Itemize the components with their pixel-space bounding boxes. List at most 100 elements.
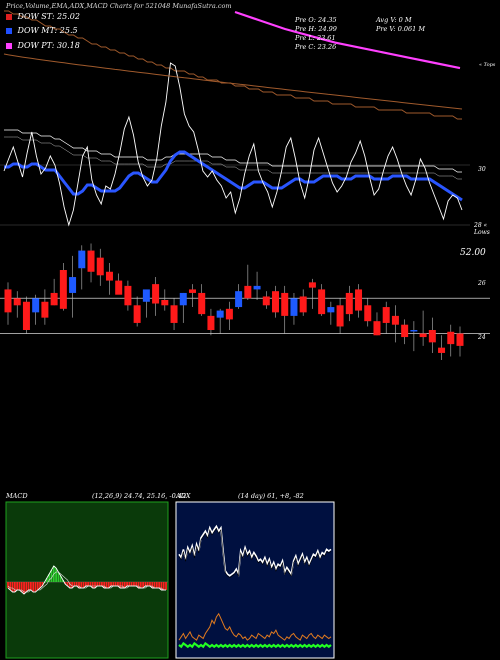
- candle-body: [41, 301, 49, 318]
- plus-di-line: [178, 612, 332, 641]
- macd-histogram-bar: [117, 582, 119, 586]
- sma-long-magenta-line: [234, 10, 461, 70]
- macd-histogram-bar: [110, 582, 112, 586]
- legend-label-dow-st: DOW ST: 25.02: [17, 12, 80, 21]
- upper-y-30: 30: [478, 166, 486, 173]
- candle-body: [96, 257, 104, 276]
- candle-body: [133, 305, 141, 323]
- macd-histogram-bar: [91, 582, 94, 588]
- info-avg-volume: Avg V: 0 M: [376, 16, 412, 24]
- candle-body: [142, 289, 150, 302]
- macd-histogram-bar: [87, 582, 90, 586]
- chart-header-title: Price,Volume,EMA,ADX,MACD Charts for 521…: [6, 2, 232, 10]
- macd-histogram-bar: [68, 582, 71, 588]
- macd-histogram-bar: [9, 582, 12, 590]
- macd-histogram-bar: [96, 582, 99, 586]
- macd-histogram-bar: [142, 582, 145, 588]
- legend-swatch-magenta: [6, 43, 12, 49]
- macd-histogram-bar: [71, 582, 74, 588]
- macd-histogram-bar: [27, 582, 30, 590]
- macd-histogram-bar: [64, 582, 67, 584]
- close-price-line: [3, 62, 463, 227]
- macd-histogram-bar: [23, 582, 25, 594]
- macd-histogram-bar: [25, 582, 28, 592]
- macd-signal-line: [7, 571, 166, 593]
- candle-body: [161, 300, 169, 306]
- macd-histogram-bar: [82, 582, 85, 588]
- macd-histogram-bar: [39, 582, 41, 588]
- macd-histogram-bar: [112, 582, 115, 586]
- macd-histogram-bar: [107, 582, 110, 588]
- candle-y-26: 26: [478, 280, 486, 287]
- macd-histogram-bar: [119, 582, 122, 588]
- candle-body: [4, 289, 12, 313]
- macd-histogram-bar: [18, 582, 21, 590]
- ema-slow-line-lower: [4, 136, 462, 180]
- info-pre-low: Pre L: 23.61: [295, 34, 336, 42]
- candle-body: [170, 305, 178, 323]
- macd-histogram-bar: [155, 582, 158, 588]
- macd-histogram-bar: [46, 578, 48, 582]
- macd-histogram-bar: [34, 582, 37, 592]
- candle-body: [438, 347, 446, 353]
- candle-body: [253, 285, 261, 290]
- candle-body: [59, 270, 67, 309]
- macd-histogram-bar: [48, 574, 51, 582]
- adx-line: [178, 524, 332, 578]
- macd-panel: [5, 501, 169, 659]
- candle-body: [447, 331, 455, 345]
- macd-histogram-bar: [158, 582, 161, 588]
- adx-panel-frame: [175, 501, 335, 659]
- candle-body: [410, 330, 418, 332]
- macd-histogram-bar: [36, 582, 39, 590]
- macd-histogram-bar: [32, 582, 35, 592]
- candle-body: [235, 291, 243, 308]
- candle-body: [401, 324, 409, 338]
- adx-params: (14 day) 61, +8, -82: [238, 492, 304, 500]
- info-pre-volume: Pre V: 0.061 M: [376, 25, 426, 33]
- legend-dow-pt: DOW PT: 30.18: [6, 41, 80, 50]
- macd-histogram-bar: [151, 582, 154, 588]
- macd-histogram-bar: [84, 582, 87, 586]
- candle-body: [69, 277, 77, 293]
- upper-price-panel: [0, 10, 470, 227]
- macd-histogram-bar: [16, 582, 19, 590]
- candle-body: [115, 280, 123, 295]
- candle-body: [281, 292, 289, 316]
- macd-histogram-bar: [137, 582, 140, 588]
- candle-body: [244, 285, 252, 299]
- macd-histogram-bar: [66, 582, 69, 586]
- candle-body: [345, 292, 353, 315]
- macd-histogram-bar: [29, 582, 32, 590]
- macd-histogram-bar: [123, 582, 126, 588]
- macd-histogram-bar: [75, 582, 78, 586]
- legend-swatch-blue: [6, 28, 12, 34]
- candle-body: [419, 333, 427, 338]
- big-value-label: 52.00: [460, 248, 486, 258]
- macd-histogram-bar: [128, 582, 131, 586]
- candle-body: [272, 291, 280, 313]
- macd-histogram-bar: [160, 582, 163, 590]
- macd-histogram-bar: [165, 582, 167, 590]
- macd-histogram-bar: [135, 582, 138, 586]
- macd-panel-frame: [5, 501, 169, 659]
- macd-histogram-bar: [80, 582, 83, 588]
- candle-body: [318, 289, 326, 315]
- candle-body: [308, 282, 316, 288]
- candle-body: [456, 333, 464, 346]
- candlestick-panel: [0, 243, 490, 360]
- macd-histogram-bar: [130, 582, 133, 586]
- macd-histogram-bar: [121, 582, 124, 588]
- macd-histogram-bar: [162, 582, 165, 590]
- candle-body: [336, 305, 344, 327]
- candle-body: [373, 321, 381, 336]
- adx-title: ADX: [176, 492, 191, 500]
- legend-label-dow-pt: DOW PT: 30.18: [17, 41, 80, 50]
- adx-line-inner: [178, 527, 332, 579]
- candle-body: [216, 310, 224, 318]
- legend-swatch-red: [6, 14, 12, 20]
- macd-histogram-bar: [89, 582, 92, 586]
- macd-histogram-bar: [13, 582, 16, 592]
- minus-di-line: [178, 641, 332, 649]
- candle-body: [382, 307, 390, 323]
